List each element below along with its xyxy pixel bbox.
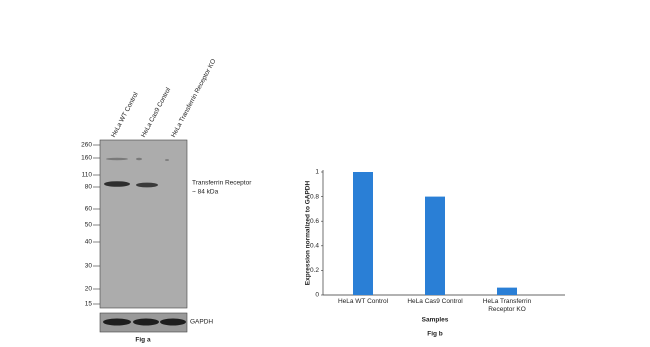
marker-label: 160 bbox=[81, 155, 92, 162]
x-axis-label: Samples bbox=[422, 317, 449, 324]
y-tick-label: 0.6 bbox=[310, 218, 319, 225]
band bbox=[136, 182, 158, 188]
bar bbox=[497, 287, 517, 295]
band bbox=[133, 318, 159, 326]
x-tick-label: HeLa Cas9 Control bbox=[407, 298, 463, 305]
x-tick-label: HeLa WT Control bbox=[337, 298, 389, 305]
y-tick-label: 0.2 bbox=[310, 267, 319, 274]
band-label: Transferrin Receptor bbox=[192, 180, 252, 187]
lane-label: HeLa Cas9 Control bbox=[140, 86, 172, 139]
y-tick-label: 0.8 bbox=[310, 193, 319, 200]
band bbox=[103, 318, 131, 326]
caption: Fig a bbox=[135, 337, 151, 344]
lane-label: HeLa WT Control bbox=[110, 91, 140, 139]
band-size: ~ 84 kDa bbox=[192, 189, 219, 196]
marker-label: 20 bbox=[85, 286, 93, 293]
band bbox=[136, 157, 142, 161]
marker-label: 15 bbox=[85, 301, 93, 308]
loading-label: GAPDH bbox=[190, 319, 213, 326]
marker-label: 40 bbox=[85, 239, 93, 246]
y-axis-label: Expression normalized to GAPDH bbox=[305, 181, 312, 286]
marker-label: 50 bbox=[85, 222, 93, 229]
band bbox=[106, 157, 128, 161]
y-tick-label: 0 bbox=[315, 292, 319, 299]
marker-label: 60 bbox=[85, 206, 93, 213]
marker-label: 30 bbox=[85, 263, 93, 270]
y-tick-label: 1 bbox=[315, 169, 319, 176]
marker-label: 260 bbox=[81, 142, 92, 149]
lane-label: HeLa Transferrin Receptor KO bbox=[170, 58, 217, 139]
band bbox=[160, 318, 186, 326]
bar bbox=[353, 172, 373, 295]
x-tick-label: HeLa Transferrin Receptor KO bbox=[482, 298, 532, 313]
band bbox=[165, 159, 169, 161]
band bbox=[104, 181, 130, 187]
blot-membrane bbox=[99, 139, 188, 309]
y-tick-label: 0.4 bbox=[310, 243, 319, 250]
marker-label: 80 bbox=[85, 184, 93, 191]
bar bbox=[425, 196, 445, 295]
marker-label: 110 bbox=[82, 172, 93, 179]
caption: Fig b bbox=[427, 331, 443, 338]
